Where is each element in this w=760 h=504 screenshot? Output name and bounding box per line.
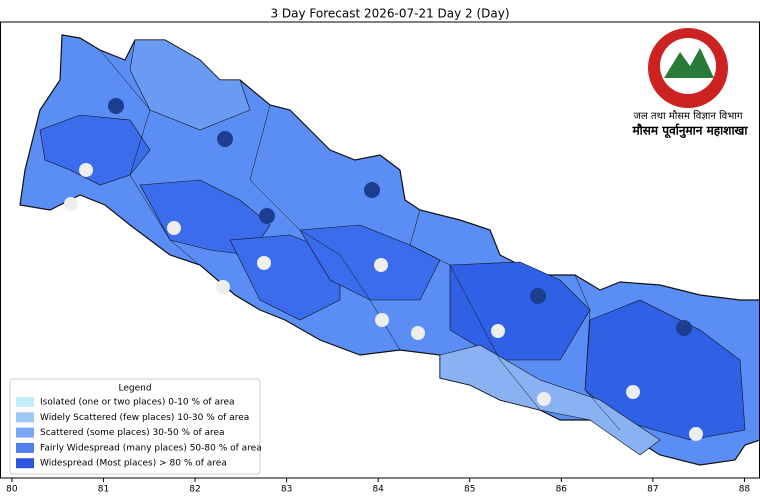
legend-label: Scattered (some places) 30-50 % of area bbox=[40, 428, 225, 438]
legend-swatch bbox=[16, 412, 34, 423]
legend-label: Isolated (one or two places) 0-10 % of a… bbox=[40, 398, 235, 408]
rain-icon bbox=[626, 385, 640, 399]
rain-icon bbox=[79, 163, 93, 177]
rain-icon bbox=[64, 197, 78, 211]
snow-icon bbox=[259, 208, 275, 224]
legend-swatch bbox=[16, 427, 34, 438]
x-tick-label: 84 bbox=[372, 485, 384, 495]
rain-icon bbox=[537, 392, 551, 406]
rain-icon bbox=[374, 258, 388, 272]
snow-icon bbox=[676, 320, 692, 336]
legend-box bbox=[9, 378, 261, 475]
legend-swatch bbox=[16, 442, 34, 453]
x-tick-label: 82 bbox=[189, 485, 200, 495]
district-boundaries bbox=[99, 49, 236, 296]
snow-icon bbox=[108, 98, 124, 114]
rain-icon bbox=[167, 221, 181, 235]
region bbox=[299, 224, 441, 301]
legend-label: Widespread (Most places) > 80 % of area bbox=[40, 459, 227, 469]
map bbox=[19, 34, 760, 466]
rain-icon bbox=[216, 280, 230, 294]
legend-label: Widely Scattered (few places) 10-30 % of… bbox=[40, 413, 249, 423]
x-tick-label: 86 bbox=[556, 485, 568, 495]
org-name: जल तथा मौसम विज्ञान विभाग bbox=[633, 110, 742, 122]
region bbox=[129, 39, 251, 131]
snow-icon bbox=[364, 182, 380, 198]
logo: जल तथा मौसम विज्ञान विभाग मौसम पूर्वानुम… bbox=[632, 28, 749, 139]
x-tick-label: 81 bbox=[98, 485, 109, 495]
rain-icon bbox=[491, 324, 505, 338]
rain-icon bbox=[689, 427, 703, 441]
rain-icon bbox=[375, 313, 389, 327]
division-name: मौसम पूर्वानुमान महाशाखा bbox=[632, 124, 749, 139]
legend-swatch bbox=[16, 458, 34, 469]
emblem-mountain bbox=[664, 48, 714, 78]
x-tick-label: 80 bbox=[6, 485, 18, 495]
legend-title: Legend bbox=[118, 384, 151, 394]
region bbox=[449, 261, 591, 361]
legend: Legend Isolated (one or two places) 0-10… bbox=[9, 378, 262, 475]
snow-icon bbox=[217, 131, 233, 147]
district-boundaries bbox=[409, 209, 541, 411]
region bbox=[229, 234, 341, 321]
x-tick-label: 87 bbox=[647, 485, 658, 495]
district-boundaries bbox=[249, 104, 401, 351]
district-boundaries bbox=[574, 274, 621, 431]
x-tick-label: 85 bbox=[464, 485, 475, 495]
x-tick-label: 88 bbox=[739, 485, 751, 495]
legend-label: Fairly Widespread (many places) 50-80 % … bbox=[40, 443, 262, 453]
legend-swatch bbox=[16, 397, 34, 407]
x-tick-label: 83 bbox=[281, 485, 292, 495]
rain-icon bbox=[257, 256, 271, 270]
snow-icon bbox=[530, 288, 546, 304]
weather-icons bbox=[64, 98, 703, 441]
rain-icon bbox=[411, 326, 425, 340]
title: 3 Day Forecast 2026-07-21 Day 2 (Day) bbox=[270, 7, 509, 21]
